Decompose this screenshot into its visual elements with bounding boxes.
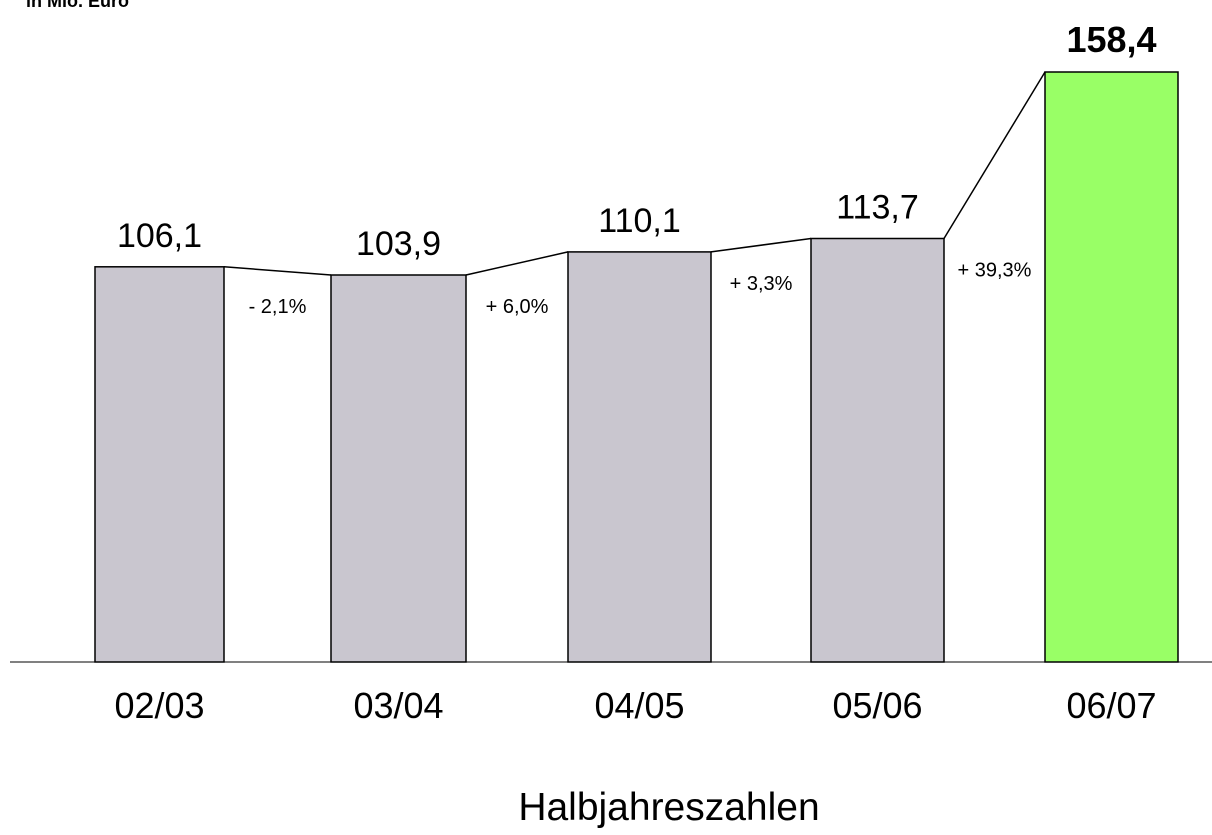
connector-line: [710, 237, 812, 253]
unit-label: in Mio. Euro: [26, 0, 129, 11]
x-tick-label: 02/03: [114, 685, 204, 726]
change-label: + 39,3%: [958, 259, 1032, 281]
bar-03-04: [330, 274, 467, 663]
x-tick-label: 06/07: [1066, 685, 1156, 726]
x-tick-label: 03/04: [353, 685, 443, 726]
bars-group: [94, 71, 1179, 663]
change-label: + 3,3%: [730, 273, 793, 295]
bar-04-05: [567, 251, 712, 663]
connector-lines: [223, 71, 1046, 276]
connector-line: [465, 251, 569, 276]
bar-05-06: [810, 237, 945, 663]
x-tick-label: 05/06: [832, 685, 922, 726]
bar-02-03: [94, 266, 225, 663]
connector-line: [943, 71, 1046, 239]
change-label: - 2,1%: [249, 296, 307, 318]
data-label: 106,1: [117, 217, 202, 255]
data-label: 110,1: [598, 202, 681, 240]
bar-06-07: [1044, 71, 1179, 663]
x-tick-label: 04/05: [594, 685, 684, 726]
data-label: 158,4: [1066, 19, 1156, 60]
x-axis-title: Halbjahreszahlen: [518, 786, 819, 829]
data-label: 103,9: [356, 225, 441, 263]
labels-group: 106,1 02/03 103,9 03/04 110,1 04/05 113,7 05/06…: [114, 19, 1156, 726]
change-label: + 6,0%: [486, 296, 549, 318]
data-label: 113,7: [836, 188, 919, 226]
connector-line: [223, 266, 332, 276]
